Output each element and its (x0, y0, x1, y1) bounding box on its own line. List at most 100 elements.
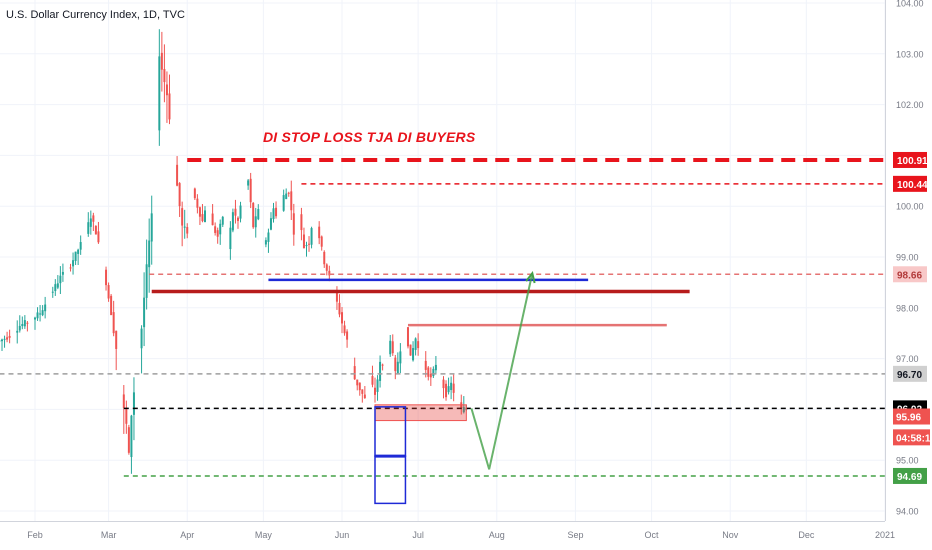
candle-body (396, 361, 399, 374)
grid-lines (0, 0, 886, 521)
x-tick-label: Nov (722, 530, 739, 540)
candle-body (374, 387, 376, 395)
candle-body (323, 251, 326, 265)
candle-body (221, 216, 224, 225)
candle-body (300, 214, 303, 231)
candle-body (61, 271, 64, 275)
candle-body (72, 260, 75, 267)
candle-body (346, 331, 349, 340)
candle-body (148, 240, 151, 268)
candle-body (379, 361, 382, 381)
candle-body (158, 56, 161, 131)
candle-body (107, 285, 110, 299)
candle-body (16, 330, 19, 333)
price-badge (893, 365, 927, 382)
candle-body (310, 228, 313, 245)
candle-body (275, 207, 278, 217)
candle-body (389, 340, 392, 355)
candle-body (125, 408, 128, 424)
candle-body (417, 341, 420, 349)
candle-body (1, 339, 4, 342)
candle-body (267, 232, 270, 242)
candle-body (26, 322, 29, 324)
candle-body (34, 317, 36, 320)
candle-body (54, 284, 57, 292)
x-tick-label: Jun (335, 530, 350, 540)
green-projection-path (470, 273, 534, 470)
candle-body (181, 208, 184, 226)
candle-body (168, 93, 171, 120)
candle-body (6, 337, 9, 340)
candle-body (110, 295, 113, 316)
candle-body (412, 348, 415, 361)
candle-body (23, 320, 26, 327)
candle-body (51, 291, 54, 293)
candle-body (424, 360, 427, 370)
x-tick-label: Oct (645, 530, 660, 540)
candle-body (356, 379, 359, 386)
candle-body (442, 379, 445, 389)
green-arrow-head (525, 271, 536, 284)
candle-body (462, 407, 465, 413)
price-badge-label: 94.69 (897, 472, 922, 483)
candle-body (3, 338, 6, 340)
x-tick-label: Sep (567, 530, 583, 540)
candle-body (285, 193, 288, 200)
candle-body (358, 382, 361, 391)
candle-body (130, 415, 133, 458)
candle-body (183, 226, 186, 228)
candle-body (97, 231, 100, 243)
candle-body (105, 269, 108, 286)
candle-body (219, 223, 222, 235)
candle-body (376, 379, 379, 392)
candle-body (341, 312, 344, 324)
candle-body (318, 226, 321, 239)
price-badge-label: 96.70 (897, 370, 922, 381)
y-tick-label: 104.00 (896, 0, 924, 9)
candle-body (302, 234, 305, 248)
time-axis: Feb Mar Apr May Jun Jul Aug Sep Oct Nov Dec 2021 (0, 521, 932, 550)
candle-body (414, 338, 417, 350)
chart-drawings (0, 157, 885, 505)
candle-body (335, 290, 338, 302)
candle-body (216, 230, 219, 237)
candle-body (36, 312, 39, 319)
x-tick-label: 2021 (875, 530, 895, 540)
candle-body (193, 188, 196, 199)
candle-body (363, 394, 366, 399)
candle-body (292, 213, 295, 235)
x-tick-label: Aug (489, 530, 505, 540)
candle-body (361, 389, 364, 394)
candle-body (287, 192, 290, 194)
price-badge (893, 467, 927, 484)
y-tick-label: 94.00 (896, 507, 919, 517)
candle-body (429, 373, 432, 378)
candle-body (450, 382, 453, 391)
candle-body (59, 275, 62, 284)
candle-body (254, 216, 257, 228)
price-badge (893, 429, 930, 446)
candle-body (143, 297, 146, 328)
candle-body (196, 198, 199, 208)
price-badge-label: 98.66 (897, 270, 922, 281)
y-tick-label: 97.00 (896, 354, 919, 364)
countdown-label: 04:58:12 (896, 433, 932, 444)
candle-body (211, 213, 214, 226)
candle-body (8, 335, 11, 338)
candle-body (427, 367, 430, 377)
x-tick-label: Mar (101, 530, 117, 540)
candle-body (447, 386, 450, 393)
candle-body (165, 84, 168, 96)
y-tick-label: 95.00 (896, 456, 919, 466)
candle-body (186, 227, 189, 234)
candle-body (115, 330, 118, 349)
y-tick-label: 99.00 (896, 253, 919, 263)
time-axis-bg (0, 521, 932, 550)
candle-body (127, 427, 130, 453)
x-tick-label: Jul (412, 530, 424, 540)
price-badge-label: 100.91 (897, 156, 928, 167)
y-tick-label: 100.00 (896, 202, 924, 212)
stop-loss-annotation: DI STOP LOSS TJA DI BUYERS (263, 129, 476, 145)
candle-body (122, 394, 125, 408)
